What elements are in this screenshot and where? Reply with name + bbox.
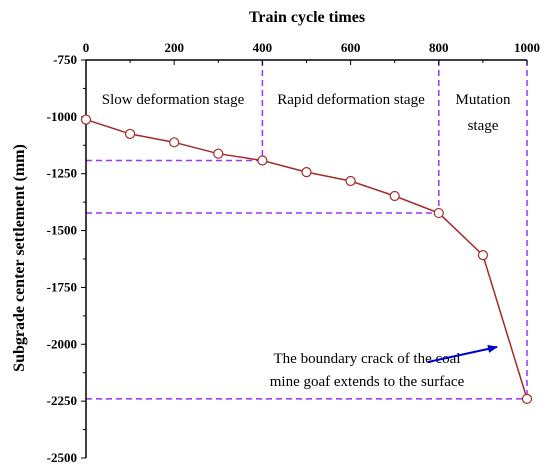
x-tick-label: 600 [341, 40, 361, 55]
data-point [213, 148, 224, 159]
y-tick-label: -2250 [47, 393, 77, 408]
x-tick-label: 200 [164, 40, 184, 55]
y-tick-label: -1000 [47, 109, 77, 124]
stage-label-mutation: Mutation [456, 92, 511, 108]
x-tick-label: 1000 [514, 40, 540, 55]
x-axis-ticks: 0 200 400 600 800 1000 [83, 40, 540, 65]
data-point [257, 155, 268, 166]
data-point [521, 393, 533, 404]
y-axis-title: Subgrade center settlement (mm) [11, 144, 28, 372]
y-tick-label: -2000 [47, 336, 77, 351]
stage-label-mutation-stage: stage [468, 118, 499, 134]
data-point [125, 128, 136, 140]
stage-guide-lines [86, 60, 528, 400]
y-tick-label: -1500 [47, 223, 77, 238]
data-point [301, 167, 312, 178]
data-point [433, 207, 444, 219]
x-tick-label: 400 [253, 40, 273, 55]
x-tick-label: 800 [429, 40, 449, 55]
annotation-line-1: The boundary crack of the coal [274, 351, 461, 367]
y-tick-label: -1250 [47, 166, 77, 181]
annotation-line-2: mine goaf extends to the surface [270, 374, 465, 390]
y-tick-label: -1750 [47, 279, 77, 294]
stage-label-rapid: Rapid deformation stage [277, 92, 425, 108]
y-tick-label: -750 [53, 52, 77, 67]
data-point [80, 114, 92, 125]
data-point [169, 137, 180, 148]
x-axis-title: Train cycle times [249, 9, 365, 26]
data-point [477, 250, 488, 261]
data-point [345, 175, 356, 187]
settlement-series [80, 114, 533, 404]
data-point [389, 190, 400, 202]
x-tick-label: 0 [83, 40, 90, 55]
y-axis-ticks: -750 -1000 -1250 -1500 -1750 -2000 -2250 -2500 [47, 52, 86, 465]
annotation-arrow [427, 345, 498, 363]
y-tick-label: -2500 [47, 450, 77, 465]
stage-label-slow: Slow deformation stage [102, 92, 245, 108]
